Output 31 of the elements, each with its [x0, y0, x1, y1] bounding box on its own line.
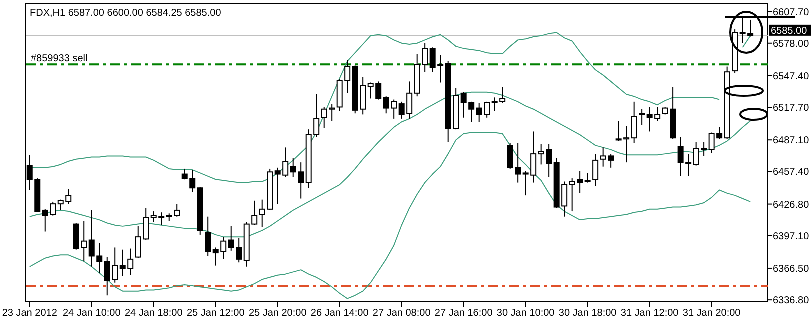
candlestick: [584, 172, 591, 184]
ref-line-label: 6585.00: [771, 26, 808, 37]
y-tick-label: 6578.00: [773, 38, 810, 50]
y-tick-label: 6607.70: [773, 7, 810, 18]
x-tick-label: 25 Jan 20:00: [248, 308, 308, 319]
x-tick-label: 23 Jan 2012: [2, 308, 58, 319]
y-tick-label: 6487.10: [773, 136, 810, 147]
x-tick-label: 31 Jan 20:00: [682, 308, 742, 319]
y-tick-label: 6397.10: [773, 231, 810, 242]
y-tick-label: 6457.40: [773, 167, 810, 178]
y-tick-label: 6336.80: [773, 296, 810, 307]
chart-title: FDX,H1 6587.00 6600.00 6584.25 6585.00: [30, 8, 222, 19]
y-tick-label: 6366.50: [773, 264, 810, 275]
x-tick-label: 26 Jan 14:00: [310, 308, 370, 319]
x-tick-label: 30 Jan 10:00: [496, 308, 556, 319]
x-tick-label: 25 Jan 12:00: [186, 308, 246, 319]
x-tick-label: 27 Jan 16:00: [434, 308, 494, 319]
y-tick-label: 6547.40: [773, 71, 810, 82]
x-tick-label: 31 Jan 12:00: [620, 308, 680, 319]
x-tick-label: 27 Jan 08:00: [372, 308, 432, 319]
candlestick: [592, 154, 599, 186]
x-tick-label: 30 Jan 18:00: [558, 308, 618, 319]
ref-line-label: #859933 sell: [31, 54, 88, 65]
line-series: [29, 132, 752, 300]
candlestick: [639, 108, 646, 126]
x-tick-label: 24 Jan 18:00: [124, 308, 184, 319]
y-tick-label: 6426.80: [773, 200, 810, 211]
y-tick-label: 6517.70: [773, 103, 810, 114]
candlestick: [205, 216, 212, 257]
x-tick-label: 24 Jan 10:00: [62, 308, 122, 319]
candlestick: [631, 101, 638, 144]
